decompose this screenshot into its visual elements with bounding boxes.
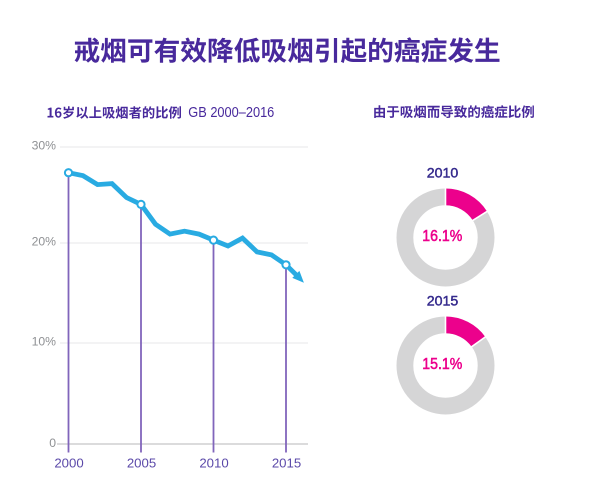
svg-text:GB 2000–2016: GB 2000–2016: [188, 105, 274, 121]
svg-text:15.1%: 15.1%: [422, 356, 462, 373]
svg-text:30%: 30%: [32, 139, 57, 153]
svg-text:2010: 2010: [427, 165, 459, 181]
svg-text:2010: 2010: [199, 456, 228, 471]
svg-text:10%: 10%: [32, 335, 57, 349]
svg-text:0: 0: [49, 436, 56, 450]
svg-text:20%: 20%: [32, 235, 57, 249]
svg-text:16.1%: 16.1%: [422, 228, 462, 245]
svg-text:2015: 2015: [427, 293, 459, 309]
svg-text:2000: 2000: [54, 456, 83, 471]
svg-text:2015: 2015: [272, 456, 301, 471]
svg-text:2005: 2005: [127, 456, 156, 471]
